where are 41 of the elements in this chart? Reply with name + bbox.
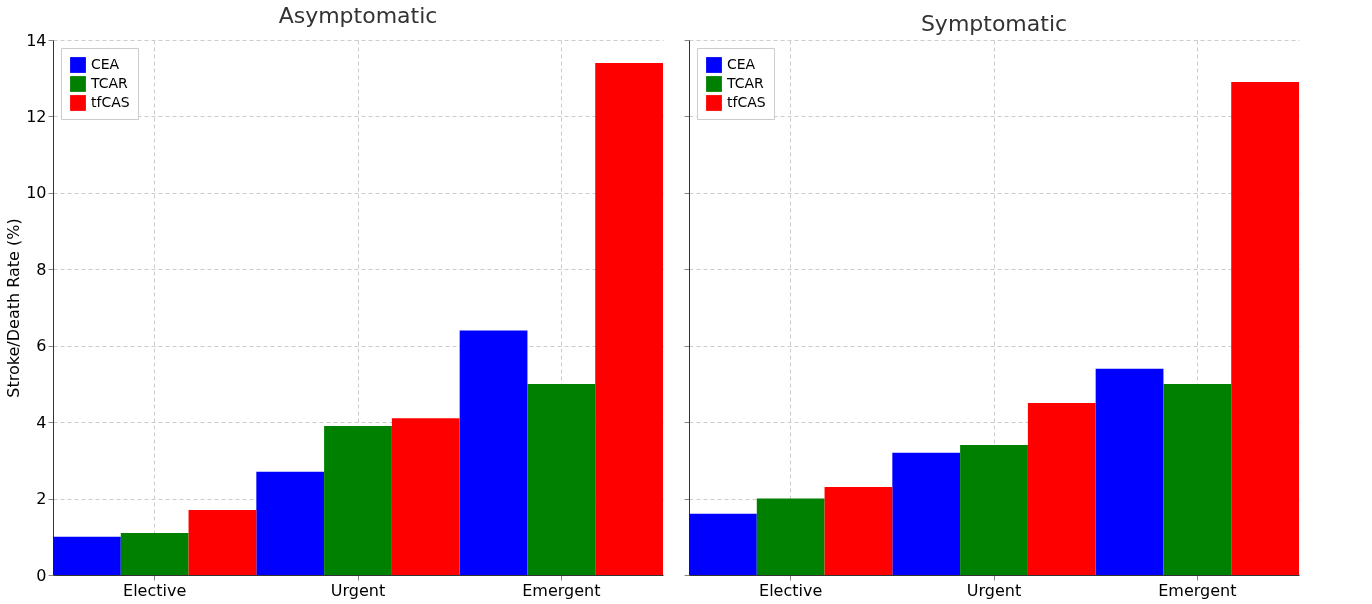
bar: [1163, 383, 1232, 575]
y-tick-label: 2: [36, 489, 47, 509]
bar: [689, 513, 757, 575]
bar: [1027, 403, 1096, 575]
bar: [324, 425, 392, 575]
bar: [1095, 368, 1164, 575]
x-tick-label: Emergent: [1158, 580, 1237, 600]
x-tick-label: Urgent: [966, 580, 1022, 600]
legend-label: CEA: [727, 56, 756, 72]
bar: [188, 510, 257, 575]
bar: [53, 536, 121, 575]
y-tick-label: 14: [26, 30, 47, 50]
bar: [459, 330, 528, 575]
bar: [824, 487, 893, 575]
legend-label: tfCAS: [727, 94, 766, 110]
chart-title: Asymptomatic: [278, 3, 438, 28]
bar: [1231, 82, 1299, 575]
y-tick-label: 12: [26, 106, 47, 126]
x-tick-label: Emergent: [522, 580, 601, 600]
y-tick-label: 6: [36, 336, 47, 356]
legend-label: tfCAS: [91, 94, 130, 110]
y-tick-label: 10: [26, 183, 47, 203]
y-tick-label: 8: [36, 259, 47, 279]
legend-label: CEA: [91, 56, 120, 72]
y-tick-label: 0: [36, 565, 47, 585]
bar: [527, 383, 596, 575]
bar: [391, 418, 460, 575]
bar: [256, 471, 325, 575]
bar: [595, 62, 663, 575]
legend-label: TCAR: [90, 75, 129, 91]
bar: [120, 532, 189, 575]
x-tick-label: Elective: [759, 580, 823, 600]
bar: [892, 452, 961, 575]
x-tick-label: Urgent: [330, 580, 386, 600]
bar: [960, 445, 1028, 575]
y-axis-title: Stroke/Death Rate (%): [4, 218, 24, 398]
bar: [756, 498, 825, 575]
y-tick-label: 4: [36, 412, 47, 432]
chart-title: Symptomatic: [920, 10, 1068, 36]
legend-label: TCAR: [726, 75, 765, 91]
x-tick-label: Elective: [123, 580, 187, 600]
